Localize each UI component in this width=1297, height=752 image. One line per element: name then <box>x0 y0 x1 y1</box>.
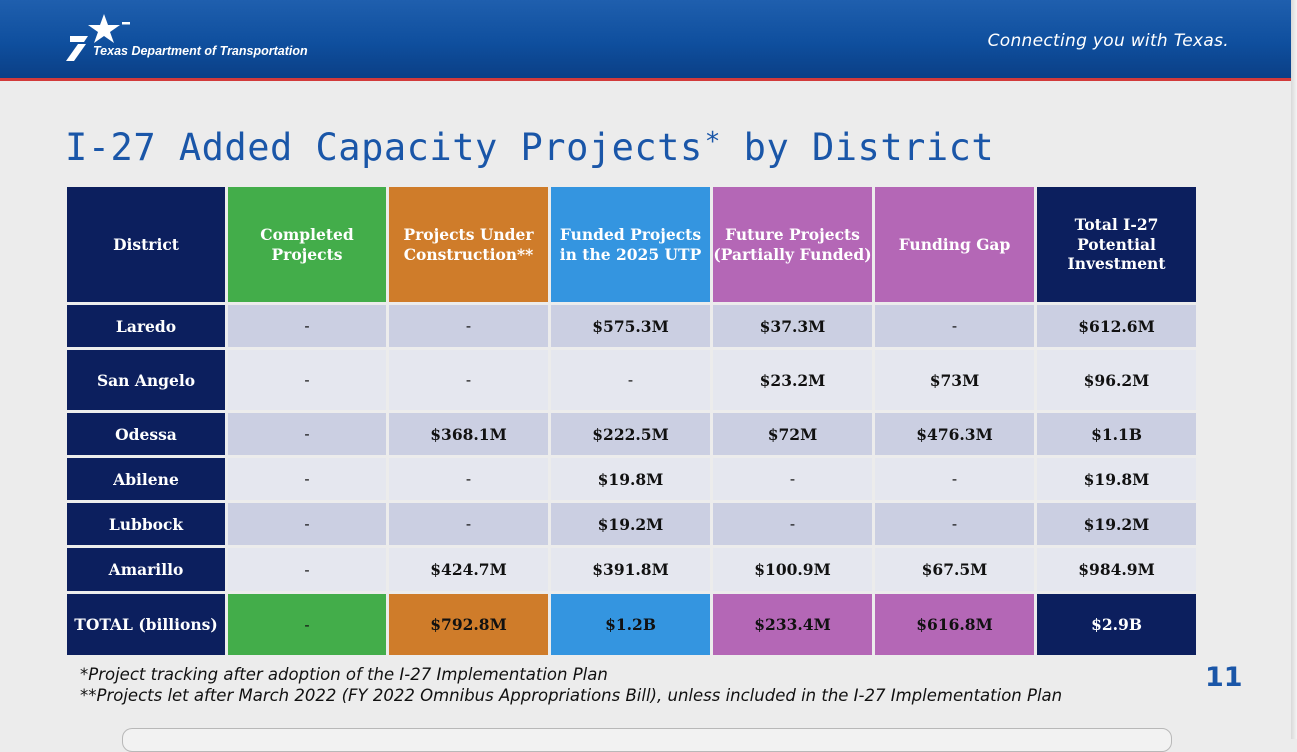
cell-funding-gap: - <box>875 458 1034 500</box>
cell-under-construction: $368.1M <box>389 413 548 455</box>
star-flag-icon <box>66 14 130 61</box>
cell-district: Abilene <box>67 458 225 500</box>
table-row: Odessa - $368.1M $222.5M $72M $476.3M $1… <box>67 413 1196 455</box>
cell-total: $19.8M <box>1037 458 1196 500</box>
title-suffix: by District <box>720 126 995 169</box>
page-number: 11 <box>1205 662 1243 693</box>
table-row: San Angelo - - - $23.2M $73M $96.2M <box>67 350 1196 410</box>
table-row: Abilene - - $19.8M - - $19.8M <box>67 458 1196 500</box>
projects-table: District Completed Projects Projects Und… <box>64 184 1199 658</box>
cell-completed: - <box>228 594 386 655</box>
cell-total: $96.2M <box>1037 350 1196 410</box>
cell-future: $233.4M <box>713 594 872 655</box>
cell-completed: - <box>228 350 386 410</box>
slide-title: I-27 Added Capacity Projects* by Distric… <box>65 126 994 169</box>
cell-future: $23.2M <box>713 350 872 410</box>
logo-text: Texas Department of Transportation <box>93 44 308 58</box>
cell-future: $72M <box>713 413 872 455</box>
cell-completed: - <box>228 305 386 347</box>
footnote: *Project tracking after adoption of the … <box>80 665 608 684</box>
table-row: Amarillo - $424.7M $391.8M $100.9M $67.5… <box>67 548 1196 591</box>
table-row: Lubbock - - $19.2M - - $19.2M <box>67 503 1196 545</box>
cell-under-construction: - <box>389 458 548 500</box>
footnote: **Projects let after March 2022 (FY 2022… <box>80 686 1063 705</box>
cell-completed: - <box>228 503 386 545</box>
header-bar: Texas Department of Transportation Conne… <box>0 0 1297 81</box>
cell-under-construction: $792.8M <box>389 594 548 655</box>
cell-funding-gap: - <box>875 305 1034 347</box>
cell-funded: - <box>551 350 710 410</box>
cell-future: $37.3M <box>713 305 872 347</box>
footnotes: *Project tracking after adoption of the … <box>80 664 1062 706</box>
cell-total: $612.6M <box>1037 305 1196 347</box>
header-total: Total I-27 Potential Investment <box>1037 187 1196 302</box>
table-header-row: District Completed Projects Projects Und… <box>67 187 1196 302</box>
total-row: TOTAL (billions) - $792.8M $1.2B $233.4M… <box>67 594 1196 655</box>
cell-total: $1.1B <box>1037 413 1196 455</box>
header-completed: Completed Projects <box>228 187 386 302</box>
window-edge <box>1291 0 1297 739</box>
cell-under-construction: $424.7M <box>389 548 548 591</box>
cell-completed: - <box>228 458 386 500</box>
cell-future: - <box>713 458 872 500</box>
cell-funded: $19.8M <box>551 458 710 500</box>
cell-funded: $391.8M <box>551 548 710 591</box>
cell-total: $984.9M <box>1037 548 1196 591</box>
cell-funding-gap: $476.3M <box>875 413 1034 455</box>
header-funded: Funded Projects in the 2025 UTP <box>551 187 710 302</box>
cell-funded: $222.5M <box>551 413 710 455</box>
cell-funded: $575.3M <box>551 305 710 347</box>
cell-future: - <box>713 503 872 545</box>
cell-district: Amarillo <box>67 548 225 591</box>
header-under-construction: Projects Under Construction** <box>389 187 548 302</box>
cell-completed: - <box>228 548 386 591</box>
cell-district: TOTAL (billions) <box>67 594 225 655</box>
cell-funding-gap: $616.8M <box>875 594 1034 655</box>
header-future: Future Projects (Partially Funded) <box>713 187 872 302</box>
cell-district: Laredo <box>67 305 225 347</box>
cell-under-construction: - <box>389 305 548 347</box>
cell-under-construction: - <box>389 350 548 410</box>
cell-district: Lubbock <box>67 503 225 545</box>
cell-total: $2.9B <box>1037 594 1196 655</box>
title-text: I-27 Added Capacity Projects <box>65 126 703 169</box>
cell-funding-gap: - <box>875 503 1034 545</box>
cell-future: $100.9M <box>713 548 872 591</box>
header-funding-gap: Funding Gap <box>875 187 1034 302</box>
cell-total: $19.2M <box>1037 503 1196 545</box>
horizontal-scrollbar[interactable] <box>122 728 1172 752</box>
cell-funded: $1.2B <box>551 594 710 655</box>
txdot-logo: Texas Department of Transportation <box>64 14 334 64</box>
cell-under-construction: - <box>389 503 548 545</box>
tagline: Connecting you with Texas. <box>987 31 1229 51</box>
cell-district: Odessa <box>67 413 225 455</box>
cell-district: San Angelo <box>67 350 225 410</box>
header-district: District <box>67 187 225 302</box>
cell-funding-gap: $67.5M <box>875 548 1034 591</box>
title-asterisk: * <box>704 127 721 157</box>
cell-funded: $19.2M <box>551 503 710 545</box>
cell-funding-gap: $73M <box>875 350 1034 410</box>
table-row: Laredo - - $575.3M $37.3M - $612.6M <box>67 305 1196 347</box>
cell-completed: - <box>228 413 386 455</box>
